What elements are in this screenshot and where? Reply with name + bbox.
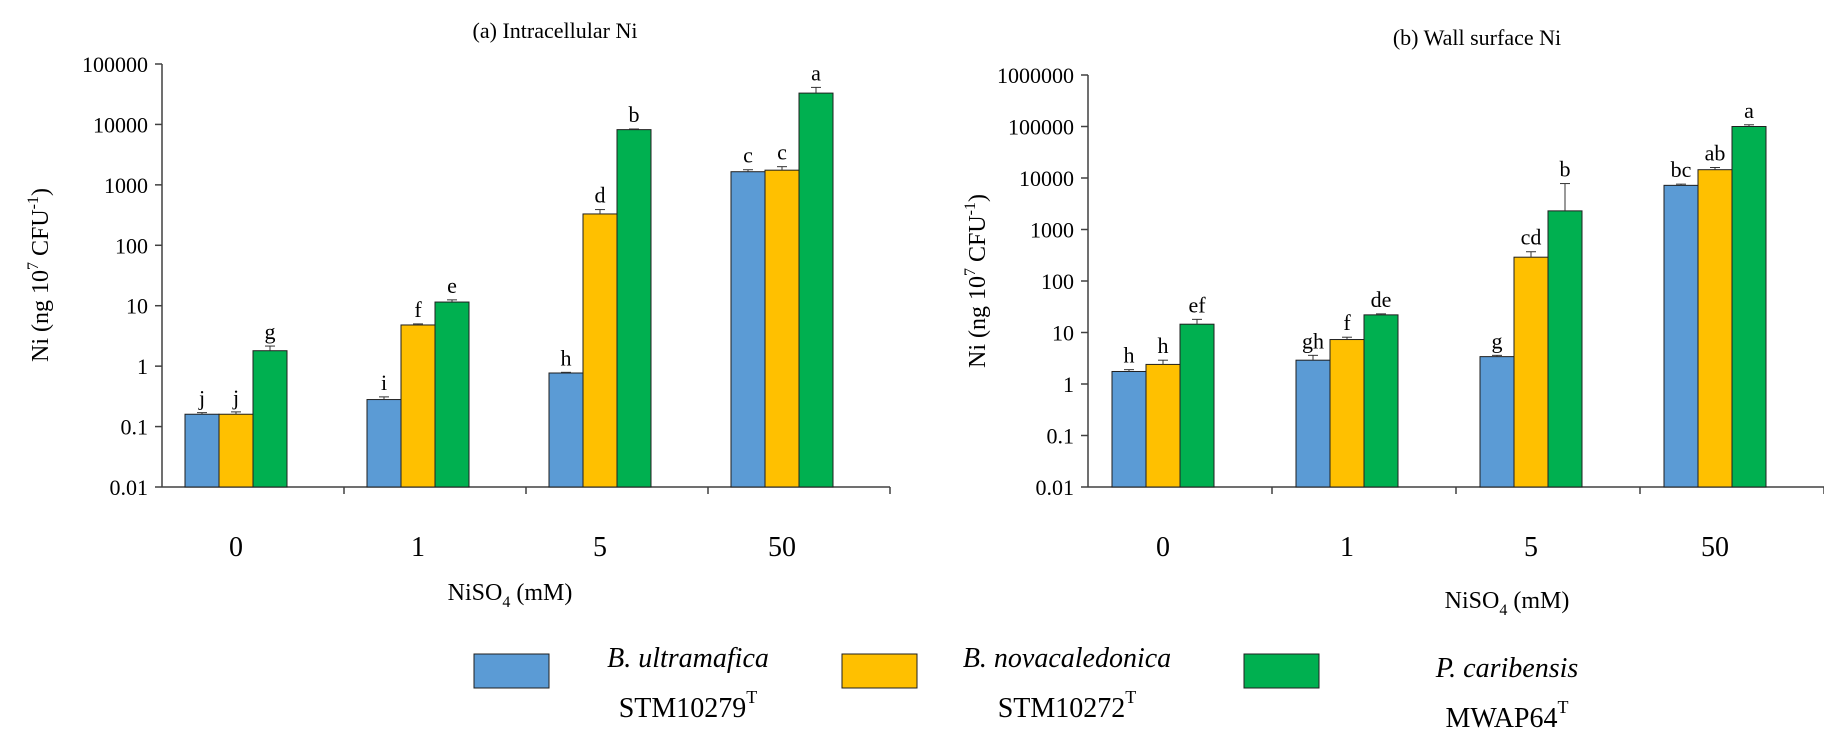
x-category-label: 1 [1340,532,1354,563]
significance-label: de [1371,287,1392,312]
significance-label: h [1158,333,1169,358]
legend-species-label: B. novacaledonica [963,643,1171,674]
bar [1547,210,1583,488]
y-tick-label: 10 [1052,321,1074,346]
y-tick-label: 0.01 [1036,475,1075,500]
significance-label: b [629,102,640,127]
bar [218,413,254,488]
chart-panel-b: (b) Wall surface Ni0.010.111010010001000… [962,25,1824,619]
bar [1111,370,1147,488]
bar [764,169,800,488]
bar [616,129,652,488]
legend-swatch [473,653,550,689]
significance-label: ab [1705,140,1726,165]
x-category-label: 0 [1156,532,1170,563]
y-tick-label: 0.1 [121,415,149,440]
y-tick-label: 100 [1041,269,1074,294]
y-axis-title: Ni (ng 107 CFU-1) [25,188,54,362]
y-tick-label: 1 [137,354,148,379]
bar [582,213,618,488]
bar [1329,339,1365,488]
significance-label: cd [1521,225,1542,250]
bar [1513,256,1549,488]
bar [548,372,584,488]
x-category-label: 0 [229,532,243,563]
significance-label: ef [1188,292,1206,317]
significance-label: a [1744,98,1754,123]
x-category-label: 1 [411,532,425,563]
legend-swatch [841,653,918,689]
bar [1663,184,1699,488]
significance-label: h [561,345,572,370]
y-tick-label: 10000 [93,112,148,137]
bar [1479,356,1515,488]
y-axis-title: Ni (ng 107 CFU-1) [962,194,991,368]
legend-species-label: P. caribensis [1435,653,1579,684]
y-tick-label: 100 [115,233,148,258]
x-category-label: 5 [1524,532,1538,563]
y-tick-label: 100000 [82,52,148,77]
chart-title: (b) Wall surface Ni [1393,25,1561,50]
significance-label: d [595,183,606,208]
x-category-label: 50 [768,532,796,563]
legend-strain-label: STM10279T [619,687,758,724]
bar [400,324,436,488]
significance-label: g [1492,328,1503,353]
y-tick-label: 0.01 [110,475,149,500]
legend-item: B. novacaledonica STM10272T [841,643,1171,724]
legend-swatch [1243,653,1320,689]
chart-title: (a) Intracellular Ni [473,18,638,43]
bar [1179,323,1215,488]
y-tick-label: 10000 [1019,166,1074,191]
bar [1697,169,1733,488]
legend-item: B. ultramafica STM10279T [473,643,769,724]
significance-label: j [232,385,239,410]
legend-strain-label: MWAP64T [1445,697,1568,733]
significance-label: a [811,60,821,85]
bar [1145,363,1181,488]
y-tick-label: 1000 [1030,218,1074,243]
x-axis-title: NiSO4 (mM) [448,580,573,611]
significance-label: c [743,143,753,168]
significance-label: gh [1302,328,1324,353]
significance-label: g [265,319,276,344]
bar [252,350,288,488]
chart-panel-a: (a) Intracellular Ni0.010.11101001000100… [25,18,891,611]
significance-label: e [447,273,457,298]
x-category-label: 50 [1701,532,1729,563]
x-category-label: 5 [593,532,607,563]
bar [434,301,470,488]
significance-label: f [1343,310,1351,335]
bar [1295,359,1331,488]
y-tick-label: 1000 [104,173,148,198]
bar [1731,126,1767,488]
x-axis-title: NiSO4 (mM) [1445,588,1570,619]
y-tick-label: 1000000 [997,63,1074,88]
significance-label: i [381,370,387,395]
significance-label: h [1124,343,1135,368]
legend-species-label: B. ultramafica [607,643,769,674]
y-tick-label: 1 [1063,372,1074,397]
legend-item: P. caribensis MWAP64T [1243,653,1579,733]
bar [1363,314,1399,488]
y-tick-label: 10 [126,294,148,319]
legend: B. ultramafica STM10279T B. novacaledonica… [473,643,1579,733]
significance-label: b [1560,157,1571,182]
bar [798,92,834,488]
bar [730,171,766,488]
bar [184,413,220,488]
legend-strain-label: STM10272T [998,687,1137,724]
y-tick-label: 0.1 [1047,424,1075,449]
bar [366,399,402,488]
significance-label: j [198,386,205,411]
y-tick-label: 100000 [1008,115,1074,140]
significance-label: c [777,140,787,165]
significance-label: bc [1671,157,1692,182]
significance-label: f [414,297,422,322]
